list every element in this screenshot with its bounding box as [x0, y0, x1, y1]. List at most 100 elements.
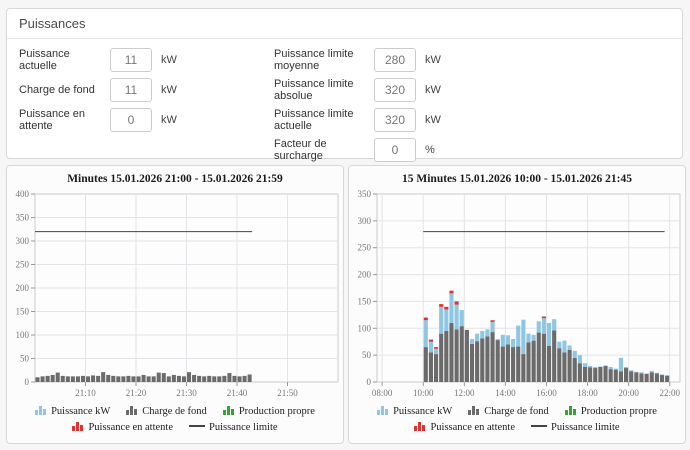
legend-item-puissance: Puissance kW: [377, 404, 452, 420]
form-column-left: Puissance actuelle kW Charge de fond kW …: [19, 47, 274, 167]
quarter-hour-chart-panel: 15 Minutes 15.01.2026 10:00 - 15.01.2026…: [348, 165, 686, 444]
fond-bars-icon: [468, 406, 480, 415]
unit-label: kW: [425, 53, 441, 66]
svg-text:12:00: 12:00: [454, 388, 475, 398]
puissances-panel: Puissances Puissance actuelle kW Charge …: [6, 8, 683, 162]
svg-text:18:00: 18:00: [577, 388, 598, 398]
field-charge-de-fond: Charge de fond kW: [19, 77, 274, 102]
puissance-bars-icon: [377, 406, 389, 415]
unit-label: %: [425, 143, 435, 156]
quarter-hour-chart-title: 15 Minutes 15.01.2026 10:00 - 15.01.2026…: [402, 173, 632, 185]
legend-label: Puissance limite: [551, 422, 620, 433]
legend-label: Puissance en attente: [88, 422, 173, 433]
puissance-limite-absolue-input[interactable]: [374, 77, 416, 102]
unit-label: kW: [425, 83, 441, 96]
svg-text:50: 50: [20, 354, 30, 364]
form-column-right: Puissance limite moyenne kW Puissance li…: [274, 47, 670, 167]
legend-item-attente: Puissance en attente: [414, 420, 515, 436]
field-puissance-en-attente: Puissance en attente kW: [19, 107, 274, 132]
unit-label: kW: [161, 53, 177, 66]
puissance-en-attente-input[interactable]: [110, 107, 152, 132]
svg-text:20:00: 20:00: [618, 388, 639, 398]
chart-legend: Puissance kW Charge de fond Production pro…: [349, 404, 685, 436]
svg-text:150: 150: [16, 307, 30, 317]
svg-text:21:40: 21:40: [227, 388, 248, 398]
puissances-form: Puissance actuelle kW Charge de fond kW …: [7, 39, 682, 167]
svg-text:50: 50: [362, 350, 372, 360]
svg-text:250: 250: [16, 260, 30, 270]
svg-text:10:00: 10:00: [413, 388, 434, 398]
field-label: Puissance limite absolue: [274, 77, 354, 102]
svg-text:150: 150: [358, 296, 372, 306]
field-label: Facteur de surcharge: [274, 137, 327, 162]
field-label: Puissance limite moyenne: [274, 47, 354, 72]
svg-text:0: 0: [25, 377, 30, 387]
limit-line-icon: [189, 425, 205, 427]
field-label: Puissance actuelle: [19, 47, 70, 72]
legend-item-limite: Puissance limite: [531, 420, 620, 436]
legend-item-attente: Puissance en attente: [72, 420, 173, 436]
legend-item-production: Production propre: [222, 404, 315, 420]
field-label: Charge de fond: [19, 83, 95, 96]
quarter-hour-chart[interactable]: 0 50 100 150 200 250 300 350 08:00 10:00 12:00 14:0…: [352, 188, 684, 404]
legend-item-puissance: Puissance kW: [35, 404, 110, 420]
legend-item-limite: Puissance limite: [189, 420, 278, 436]
limit-line-icon: [531, 425, 547, 427]
charge-de-fond-input[interactable]: [110, 77, 152, 102]
svg-text:21:10: 21:10: [75, 388, 96, 398]
legend-label: Puissance kW: [393, 406, 453, 417]
svg-text:0: 0: [367, 377, 372, 387]
legend-item-fond: Charge de fond: [126, 404, 207, 420]
facteur-de-surcharge-input[interactable]: [374, 137, 416, 162]
svg-text:16:00: 16:00: [536, 388, 557, 398]
svg-text:21:30: 21:30: [176, 388, 197, 398]
legend-item-fond: Charge de fond: [468, 404, 549, 420]
unit-label: kW: [161, 83, 177, 96]
svg-text:250: 250: [358, 243, 372, 253]
svg-text:08:00: 08:00: [372, 388, 393, 398]
legend-label: Production propre: [238, 406, 315, 417]
attente-bars-icon: [72, 422, 84, 431]
svg-text:350: 350: [16, 213, 30, 223]
production-bars-icon: [222, 406, 234, 415]
svg-text:22:00: 22:00: [659, 388, 680, 398]
field-label: Puissance limite actuelle: [274, 107, 354, 132]
puissance-limite-moyenne-input[interactable]: [374, 47, 416, 72]
svg-text:100: 100: [358, 323, 372, 333]
minutes-chart-panel: Minutes 15.01.2026 21:00 - 15.01.2026 21…: [6, 165, 344, 444]
legend-label: Charge de fond: [484, 406, 549, 417]
minutes-chart-title: Minutes 15.01.2026 21:00 - 15.01.2026 21…: [67, 173, 283, 185]
legend-label: Puissance en attente: [430, 422, 515, 433]
legend-label: Puissance kW: [51, 406, 111, 417]
unit-label: kW: [425, 113, 441, 126]
field-puissance-limite-absolue: Puissance limite absolue kW: [274, 77, 670, 102]
attente-bars-icon: [414, 422, 426, 431]
puissance-actuelle-input[interactable]: [110, 47, 152, 72]
legend-label: Production propre: [580, 406, 657, 417]
field-puissance-limite-moyenne: Puissance limite moyenne kW: [274, 47, 670, 72]
panel-title: Puissances: [7, 9, 682, 39]
field-puissance-actuelle: Puissance actuelle kW: [19, 47, 274, 72]
minutes-chart[interactable]: 0 50 100 150 200 250 300 350 400 21:10 21:20 21:30 2…: [10, 188, 342, 404]
field-facteur-de-surcharge: Facteur de surcharge %: [274, 137, 670, 162]
svg-text:100: 100: [16, 330, 30, 340]
svg-text:21:50: 21:50: [277, 388, 298, 398]
svg-text:400: 400: [16, 189, 30, 199]
svg-text:14:00: 14:00: [495, 388, 516, 398]
legend-item-production: Production propre: [564, 404, 657, 420]
puissance-limite-actuelle-input[interactable]: [374, 107, 416, 132]
svg-text:300: 300: [358, 216, 372, 226]
svg-text:300: 300: [16, 236, 30, 246]
production-bars-icon: [564, 406, 576, 415]
legend-label: Puissance limite: [209, 422, 278, 433]
unit-label: kW: [161, 113, 177, 126]
chart-legend: Puissance kW Charge de fond Production pro…: [7, 404, 343, 436]
svg-text:21:20: 21:20: [126, 388, 147, 398]
svg-text:200: 200: [358, 270, 372, 280]
field-puissance-limite-actuelle: Puissance limite actuelle kW: [274, 107, 670, 132]
fond-bars-icon: [126, 406, 138, 415]
svg-text:350: 350: [358, 189, 372, 199]
svg-text:200: 200: [16, 283, 30, 293]
field-label: Puissance en attente: [19, 107, 86, 132]
legend-label: Charge de fond: [142, 406, 207, 417]
